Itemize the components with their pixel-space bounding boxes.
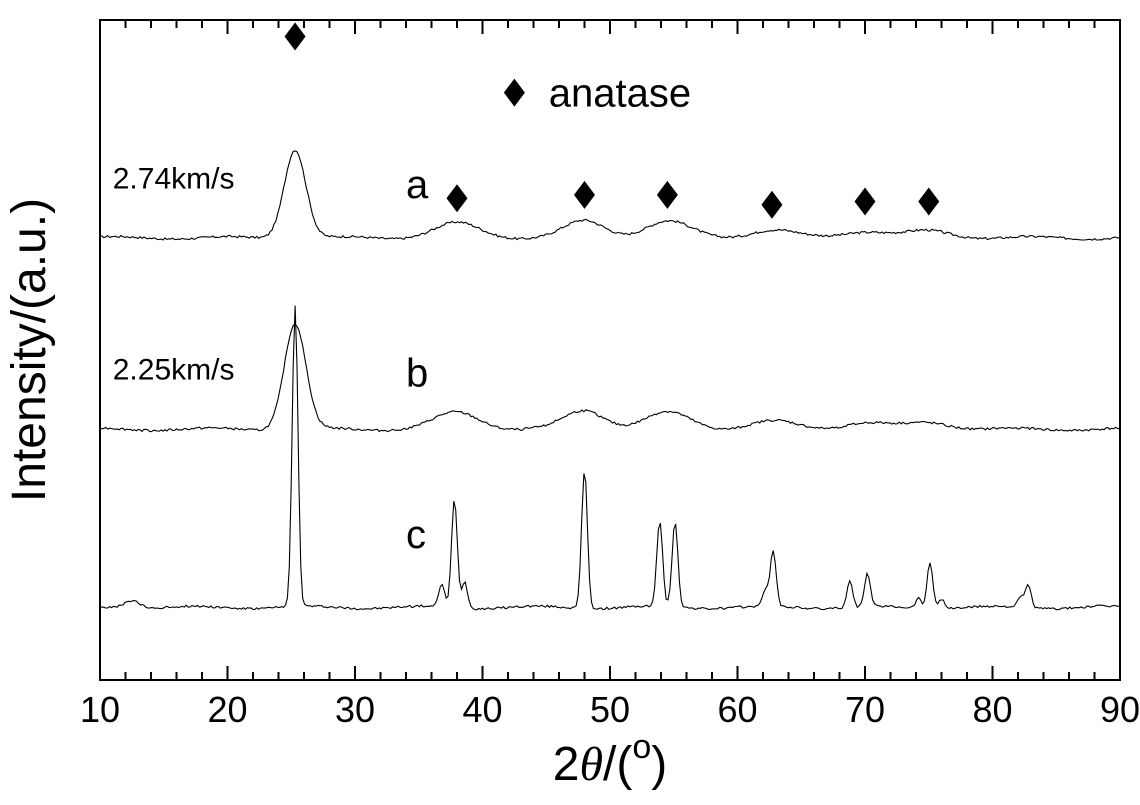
speed-label-a: 2.74km/s — [113, 162, 235, 195]
legend-label: anatase — [549, 72, 691, 116]
curve-label-c: c — [406, 513, 426, 557]
anatase-marker-diamond-icon — [574, 181, 595, 209]
x-tick-label: 60 — [717, 689, 757, 730]
x-tick-label: 30 — [335, 689, 375, 730]
anatase-marker-diamond-icon — [447, 184, 468, 212]
x-tick-label: 90 — [1100, 689, 1140, 730]
y-axis-title: Intensity/(a.u.) — [3, 198, 56, 502]
anatase-marker-diamond-icon — [761, 191, 782, 219]
anatase-marker-diamond-icon — [918, 188, 939, 216]
speed-label-b: 2.25km/s — [113, 354, 235, 387]
anatase-marker-diamond-icon — [855, 188, 876, 216]
x-axis-title: 2θ/(o) — [553, 728, 668, 791]
x-tick-label: 10 — [80, 689, 120, 730]
x-tick-label: 70 — [845, 689, 885, 730]
x-tick-label: 50 — [590, 689, 630, 730]
x-tick-label: 20 — [207, 689, 247, 730]
x-tick-label: 80 — [972, 689, 1012, 730]
legend-marker-diamond-icon — [504, 79, 525, 107]
curve-label-a: a — [406, 163, 429, 207]
xrd-trace-c — [100, 306, 1119, 610]
x-tick-label: 40 — [462, 689, 502, 730]
curve-label-b: b — [406, 351, 428, 395]
anatase-marker-diamond-icon — [285, 23, 306, 51]
xrd-trace-a — [100, 151, 1119, 240]
xrd-chart: 10 20 30 40 50 60 70 80 90 2θ/(o) Intensity/(a.u.)… — [0, 0, 1140, 805]
anatase-marker-diamond-icon — [657, 181, 678, 209]
xrd-trace-b — [100, 324, 1119, 431]
